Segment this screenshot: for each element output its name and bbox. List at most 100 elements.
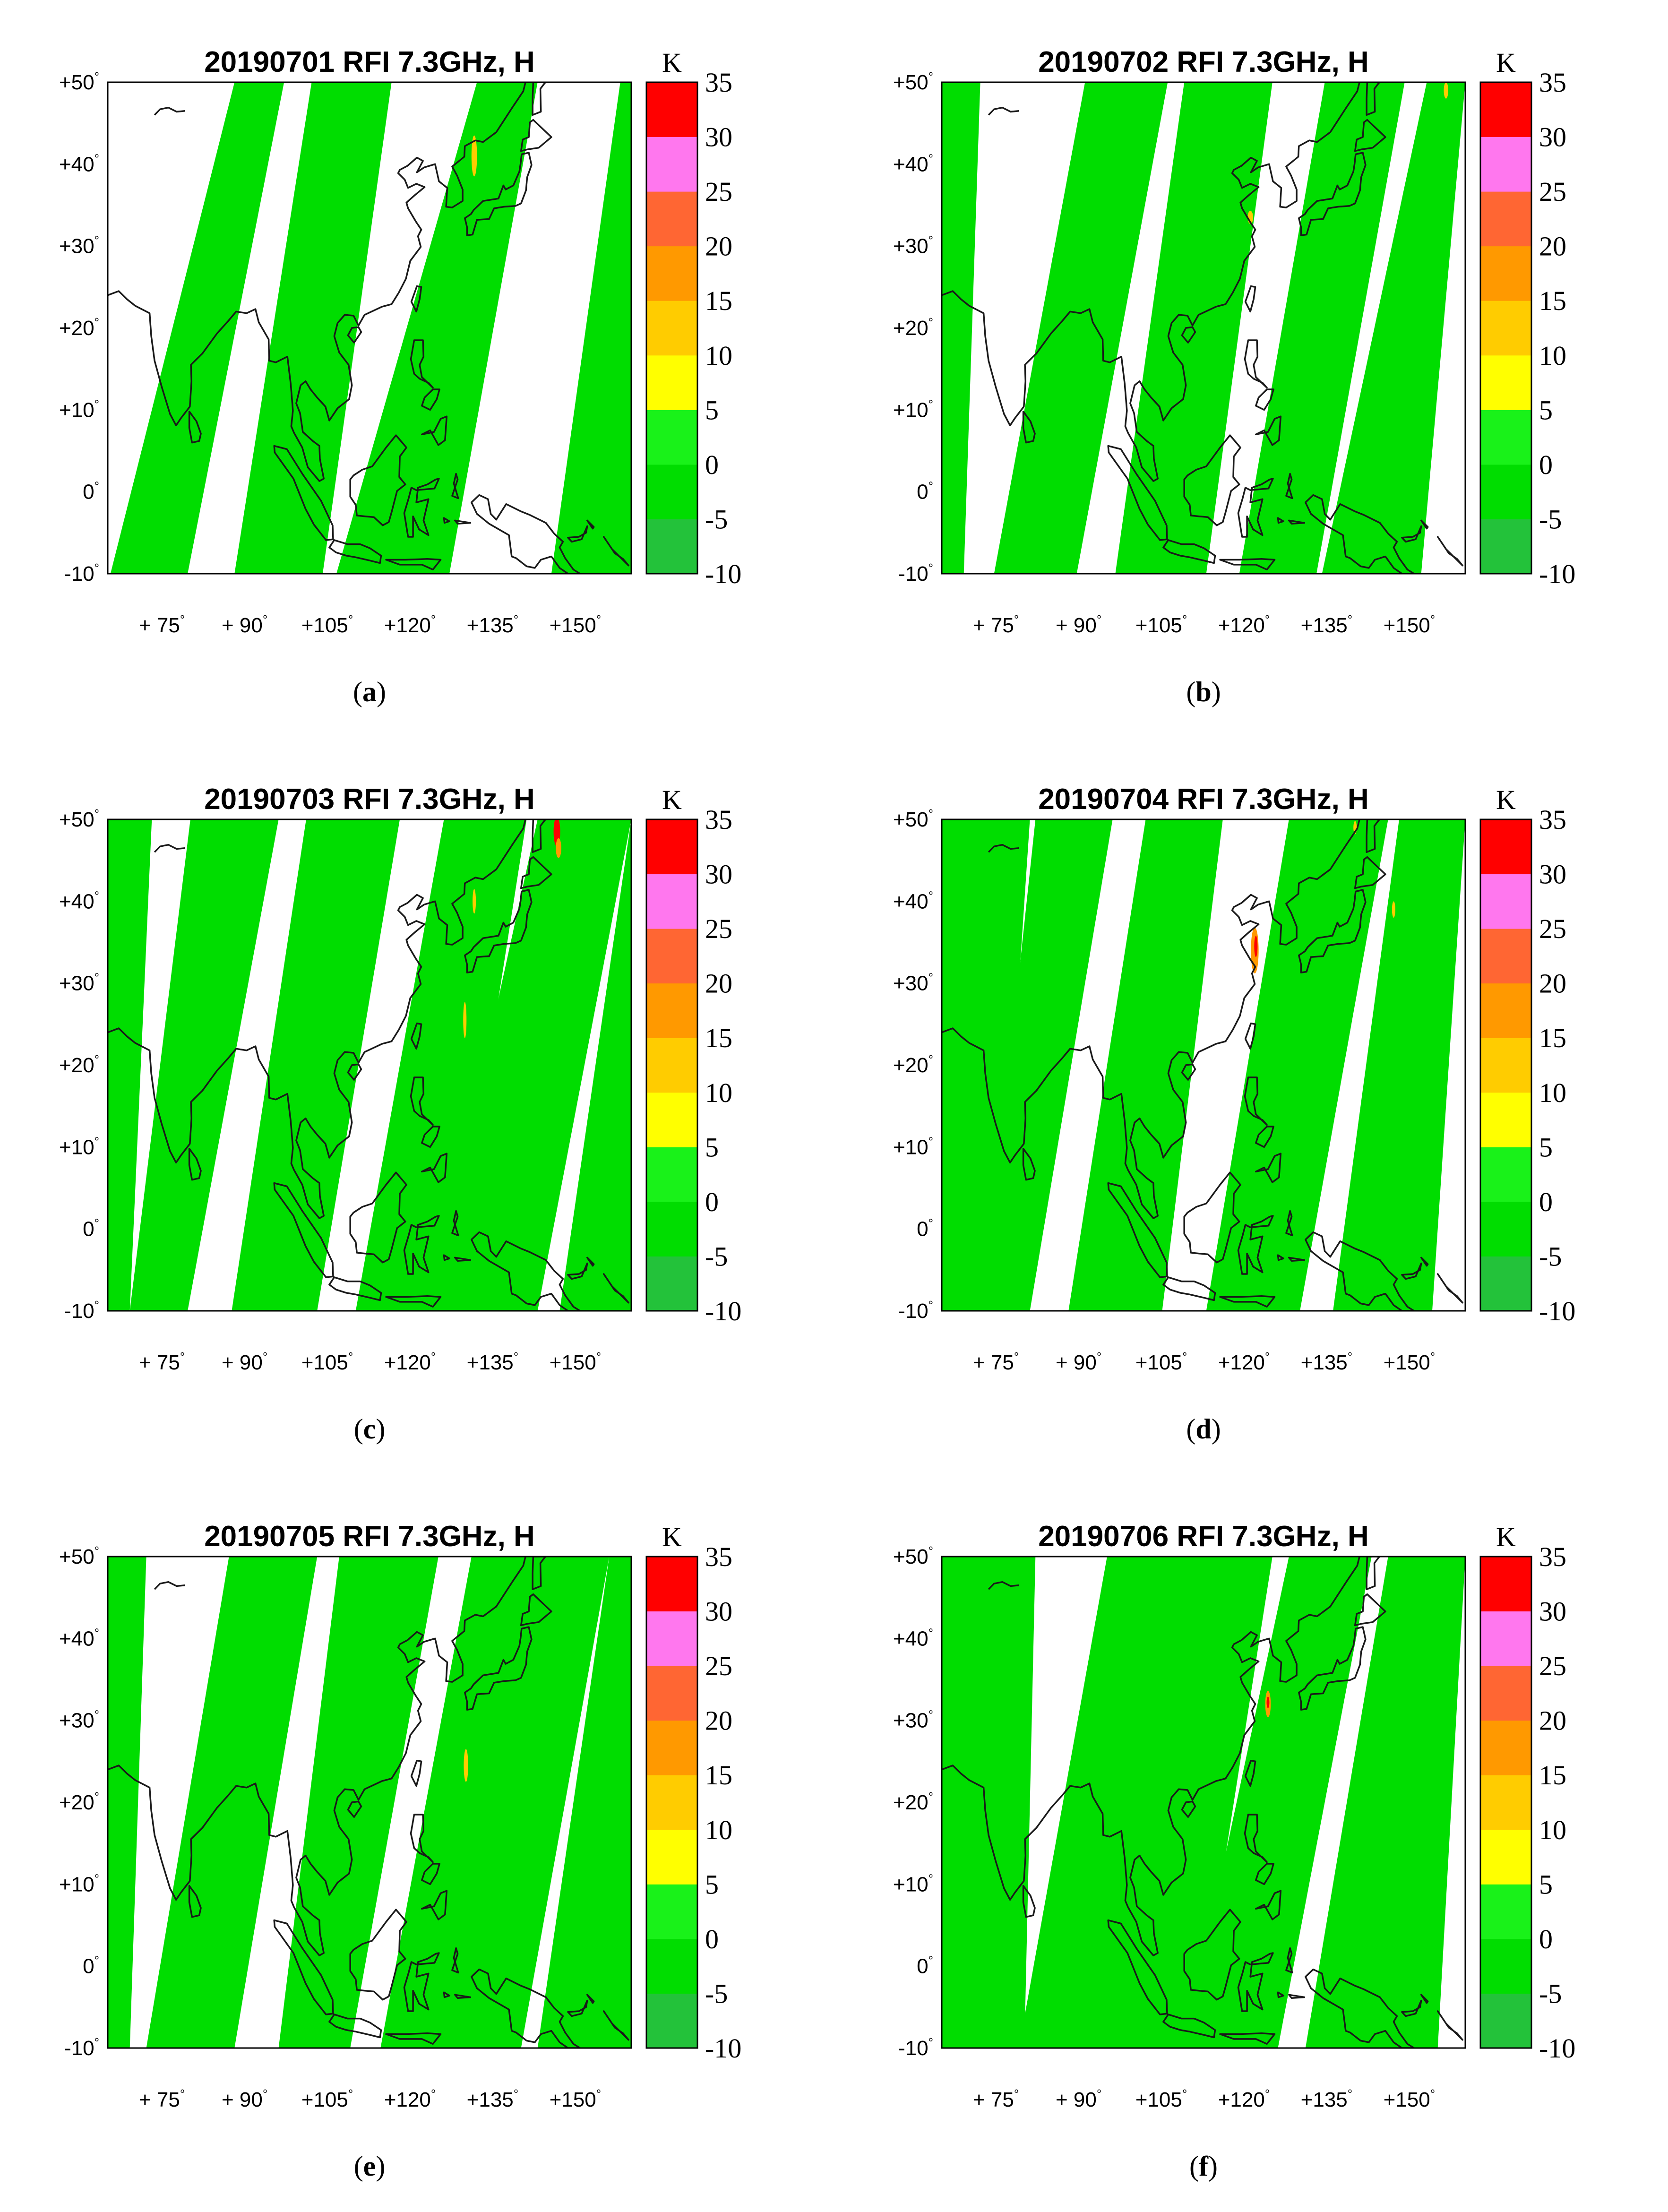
colorbar-segment bbox=[1480, 519, 1531, 574]
lat-tick-label: +50° bbox=[893, 69, 933, 94]
lon-tick-label: + 90° bbox=[222, 2087, 267, 2111]
rfi-swath bbox=[430, 819, 631, 1311]
coastline bbox=[451, 1947, 459, 1974]
colorbar-segment bbox=[1480, 1201, 1531, 1257]
colorbar-segment bbox=[1480, 983, 1531, 1038]
colorbar-tick-label: 15 bbox=[705, 1023, 732, 1053]
lon-tick-label: + 75° bbox=[973, 2087, 1019, 2111]
coastline bbox=[1244, 1076, 1268, 1126]
colorbar-tick-label: 10 bbox=[705, 340, 732, 371]
colorbar-tick-label: 25 bbox=[1539, 1651, 1566, 1681]
lat-tick-label: -10° bbox=[898, 1298, 933, 1323]
coastline bbox=[1183, 1909, 1241, 2001]
colorbar-segment bbox=[646, 464, 697, 519]
lat-tick-label: -10° bbox=[898, 2035, 933, 2060]
coastline bbox=[567, 525, 588, 543]
rfi-swath bbox=[336, 82, 538, 574]
coastline bbox=[602, 536, 629, 567]
coastline bbox=[1183, 1171, 1241, 1264]
lon-tick-label: +150° bbox=[550, 1350, 602, 1374]
rfi-swath bbox=[1305, 1557, 1465, 2048]
coastline bbox=[988, 1581, 1019, 1590]
map-panel: 20190702 RFI 7.3GHz, H +50° +40° +30° +20° +1… bbox=[834, 0, 1668, 737]
coastline bbox=[1022, 1148, 1036, 1181]
coastline bbox=[942, 1557, 1360, 1956]
coastline bbox=[1354, 1593, 1386, 1627]
lat-tick-label: +20° bbox=[893, 315, 933, 340]
colorbar-segment bbox=[646, 246, 697, 301]
colorbar-segment bbox=[1480, 246, 1531, 301]
coastline bbox=[443, 517, 450, 524]
coastline bbox=[1277, 1254, 1284, 1261]
lat-tick-label: +50° bbox=[59, 69, 99, 94]
map-frame bbox=[107, 1556, 632, 2049]
coastline bbox=[464, 1626, 533, 1711]
colorbar-tick-label: 30 bbox=[705, 1596, 732, 1627]
coastline bbox=[1022, 1885, 1036, 1918]
lat-tick-label: 0° bbox=[917, 479, 933, 504]
rfi-swath bbox=[1019, 1557, 1190, 2048]
colorbar-segment bbox=[646, 355, 697, 410]
lon-tick-label: + 90° bbox=[1056, 612, 1101, 637]
coastline bbox=[421, 1890, 448, 1920]
colorbar-segment bbox=[646, 410, 697, 465]
colorbar-segment bbox=[1480, 410, 1531, 465]
coastline bbox=[443, 1254, 450, 1261]
colorbar: 35 30 25 20 15 10 5 0 -5 -10 bbox=[1479, 67, 1575, 589]
colorbar-tick-label: 15 bbox=[705, 1760, 732, 1790]
coastline bbox=[1288, 1257, 1306, 1262]
coastline bbox=[1436, 1273, 1463, 1304]
coastline bbox=[421, 1153, 448, 1183]
colorbar-segment bbox=[646, 1666, 697, 1721]
panel-label: (c) bbox=[354, 1413, 386, 1445]
colorbar-segment bbox=[1480, 464, 1531, 519]
lat-tick-label: +30° bbox=[59, 233, 99, 258]
colorbar-tick-label: 20 bbox=[1539, 968, 1566, 999]
panel-label: (f) bbox=[1189, 2151, 1218, 2182]
colorbar-segment bbox=[1480, 82, 1531, 138]
colorbar-segment bbox=[646, 301, 697, 356]
panel-label: (a) bbox=[353, 676, 386, 707]
colorbar-tick-label: -5 bbox=[1539, 1241, 1562, 1272]
coastline bbox=[1285, 1210, 1293, 1237]
coastline bbox=[1183, 434, 1241, 526]
lat-tick-label: 0° bbox=[83, 1954, 99, 1978]
colorbar-segment bbox=[646, 82, 697, 138]
coastline bbox=[1298, 152, 1367, 236]
rfi-hotspot bbox=[1392, 901, 1395, 918]
coastline bbox=[520, 119, 552, 152]
map-title: 20190705 RFI 7.3GHz, H bbox=[204, 1520, 535, 1553]
coastline bbox=[454, 1994, 472, 1999]
rfi-hotspot bbox=[1254, 936, 1258, 957]
coastline bbox=[1219, 558, 1276, 571]
colorbar-unit-label: K bbox=[1496, 47, 1516, 78]
coastline bbox=[1255, 1863, 1274, 1885]
colorbar-tick-label: 30 bbox=[1539, 1596, 1566, 1627]
colorbar-tick-label: 15 bbox=[1539, 1760, 1566, 1790]
coastline bbox=[1237, 1215, 1274, 1275]
coastline bbox=[464, 889, 533, 973]
colorbar-tick-label: -5 bbox=[1539, 1978, 1562, 2009]
lon-tick-label: +105° bbox=[1135, 612, 1187, 637]
lon-tick-label: +135° bbox=[1301, 2087, 1353, 2111]
coastline bbox=[1401, 525, 1422, 543]
coastline bbox=[403, 1952, 440, 2012]
colorbar-segment bbox=[1480, 1993, 1531, 2048]
coastline bbox=[403, 1215, 440, 1275]
map-area bbox=[942, 819, 1465, 1311]
panel-label: (e) bbox=[354, 2151, 386, 2182]
colorbar-frame bbox=[1479, 1556, 1532, 2049]
map-panel-svg: 20190705 RFI 7.3GHz, H +50° +40° +30° +20° +1… bbox=[59, 1520, 741, 2182]
coastline bbox=[586, 519, 595, 530]
colorbar-tick-label: -10 bbox=[705, 559, 741, 589]
coastline bbox=[385, 1295, 442, 1308]
coastline bbox=[1162, 2014, 1216, 2039]
colorbar-tick-label: 15 bbox=[1539, 285, 1566, 316]
coastline bbox=[1107, 1919, 1168, 2015]
colorbar-segment bbox=[1480, 1829, 1531, 1885]
coastline bbox=[188, 411, 202, 444]
colorbar-segment bbox=[646, 1147, 697, 1202]
rfi-swath bbox=[994, 82, 1168, 574]
lon-tick-label: +105° bbox=[301, 1350, 353, 1374]
coastline bbox=[347, 326, 362, 344]
